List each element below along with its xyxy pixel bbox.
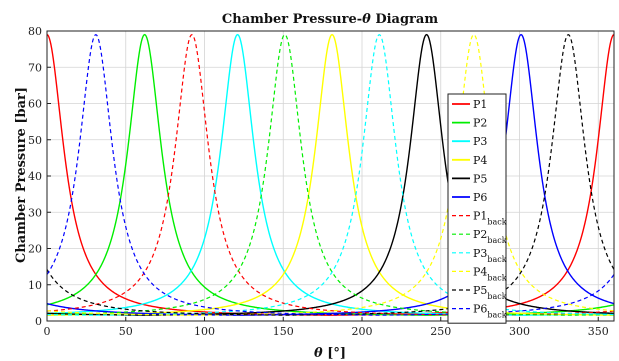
y-tick-label: 10 [28,279,42,292]
y-tick-label: 80 [28,25,42,38]
y-tick-label: 60 [28,98,42,111]
x-tick-label: 300 [509,325,530,338]
series-line-P6back [46,33,615,316]
legend-label-subscript: back [487,255,506,264]
axis-ticks: 0 50 100 150 200 250 300 350 0 10 20 30 40 50 60 70 80 [28,25,609,338]
legend-label-P3: P3 [473,135,487,148]
y-tick-label: 20 [28,243,42,256]
series-line-P6 [46,33,615,316]
y-tick-label: 30 [28,206,42,219]
legend-box [447,93,507,324]
legend-label-P2: P2 [473,117,487,130]
legend-label-subscript: back [487,273,506,282]
legend-label-subscript: back [487,236,506,245]
y-tick-label: 70 [28,61,42,74]
x-tick-label: 50 [119,325,133,338]
y-tick-label: 40 [28,170,42,183]
legend-label-subscript: back [487,311,506,320]
x-tick-label: 350 [588,325,609,338]
y-axis-title: Chamber Pressure [bar] [14,87,29,263]
legend-label-subscript: back [487,218,506,227]
x-tick-label: 250 [430,325,451,338]
chart-title: Chamber Pressure-θ Diagram [222,12,438,27]
y-tick-label: 0 [35,315,42,328]
series-line-P4back [46,33,615,316]
legend: P1P2P3P4P5P6P1backP2backP3backP4backP5ba… [447,93,507,324]
legend-label-P5: P5 [473,172,487,185]
legend-label-P1: P1 [473,98,487,111]
x-tick-label: 0 [44,325,51,338]
legend-label-subscript: back [487,292,506,301]
series-lines [46,33,615,316]
x-tick-label: 150 [273,325,294,338]
x-axis-title: θ [°] [314,346,346,361]
y-tick-label: 50 [28,134,42,147]
x-tick-label: 100 [194,325,215,338]
legend-label-P6: P6 [473,191,487,204]
x-tick-label: 200 [352,325,373,338]
legend-label-P4: P4 [473,154,487,167]
